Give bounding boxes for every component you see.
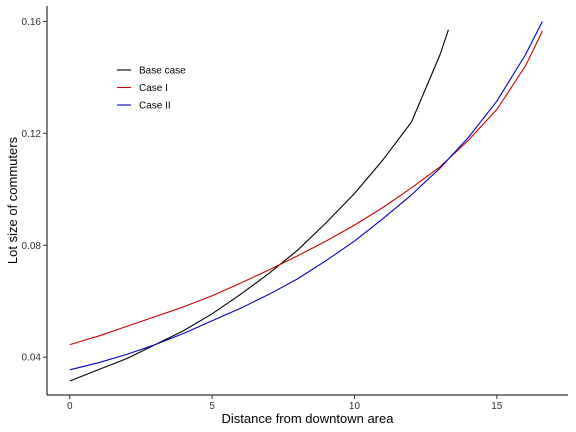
series-layer: [69, 21, 543, 382]
y-tick-label: 0.16: [22, 17, 42, 28]
x-tick-label: 5: [209, 401, 215, 412]
y-tick-label: 0.08: [22, 241, 42, 252]
x-axis-ticks: 0 5 10 15: [67, 395, 503, 412]
legend: Base case Case I Case II: [117, 66, 186, 112]
y-axis-title: Lot size of commuters: [5, 136, 20, 264]
y-tick-label: 0.04: [22, 353, 42, 364]
x-tick-label: 15: [491, 401, 503, 412]
series-line-1: [69, 29, 449, 382]
legend-label: Case I: [139, 83, 168, 94]
series-line-2: [69, 30, 543, 346]
x-tick-label: 10: [349, 401, 361, 412]
legend-label: Case II: [139, 101, 171, 112]
y-axis-ticks: 0.04 0.08 0.12 0.16: [22, 17, 47, 364]
series-line-3: [69, 21, 543, 371]
y-tick-label: 0.12: [22, 129, 42, 140]
x-axis-title: Distance from downtown area: [222, 411, 395, 426]
x-tick-label: 0: [67, 401, 73, 412]
legend-label: Base case: [139, 66, 186, 77]
